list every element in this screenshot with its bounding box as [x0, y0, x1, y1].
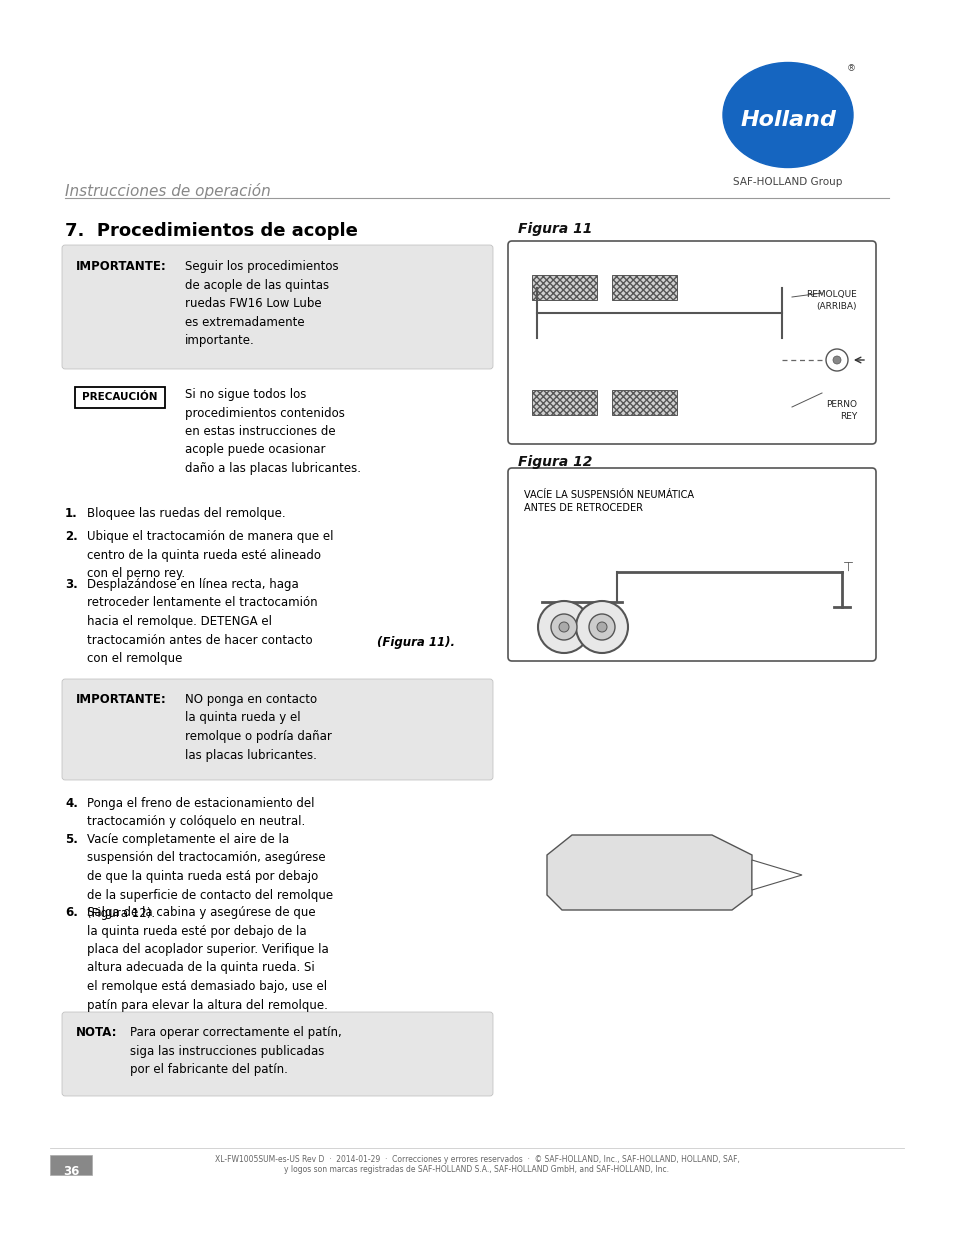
- Text: (Figura 11).: (Figura 11).: [376, 636, 455, 650]
- FancyBboxPatch shape: [62, 245, 493, 369]
- Text: Seguir los procedimientos
de acople de las quintas
ruedas FW16 Low Lube
es extre: Seguir los procedimientos de acople de l…: [185, 261, 338, 347]
- Text: 5.: 5.: [65, 832, 78, 846]
- Bar: [612, 275, 677, 300]
- FancyBboxPatch shape: [507, 468, 875, 661]
- Bar: [532, 390, 597, 415]
- Text: ⊤: ⊤: [841, 561, 853, 573]
- Text: Desplazándose en línea recta, haga
retroceder lentamente el tractocamión
hacia e: Desplazándose en línea recta, haga retro…: [87, 578, 317, 664]
- Text: Holland: Holland: [740, 110, 835, 130]
- Text: Para operar correctamente el patín,
siga las instrucciones publicadas
por el fab: Para operar correctamente el patín, siga…: [130, 1026, 341, 1076]
- Polygon shape: [546, 835, 751, 910]
- Text: SAF-HOLLAND Group: SAF-HOLLAND Group: [733, 177, 841, 186]
- Text: ®: ®: [845, 64, 855, 74]
- Text: Salga de la cabina y asegúrese de que
la quinta rueda esté por debajo de la
plac: Salga de la cabina y asegúrese de que la…: [87, 906, 329, 1011]
- Polygon shape: [751, 860, 801, 890]
- Text: Figura 11: Figura 11: [517, 222, 592, 236]
- Bar: [612, 390, 677, 415]
- Bar: [50, 1155, 91, 1174]
- Text: 3.: 3.: [65, 578, 77, 592]
- Text: Ponga el freno de estacionamiento del
tractocamión y colóquelo en neutral.: Ponga el freno de estacionamiento del tr…: [87, 797, 314, 829]
- Text: Ubique el tractocamión de manera que el
centro de la quinta rueda esté alineado
: Ubique el tractocamión de manera que el …: [87, 530, 334, 580]
- Ellipse shape: [722, 63, 852, 168]
- Text: Instrucciones de operación: Instrucciones de operación: [65, 183, 271, 199]
- FancyBboxPatch shape: [62, 1011, 493, 1095]
- Text: XL-FW1005SUM-es-US Rev D  ·  2014-01-29  ·  Correcciones y errores reservados  ·: XL-FW1005SUM-es-US Rev D · 2014-01-29 · …: [214, 1155, 739, 1165]
- Text: Figura 12: Figura 12: [517, 454, 592, 469]
- Text: VACÍE LA SUSPENSIÓN NEUMÁTICA
ANTES DE RETROCEDER: VACÍE LA SUSPENSIÓN NEUMÁTICA ANTES DE R…: [523, 490, 693, 514]
- FancyBboxPatch shape: [75, 387, 165, 408]
- Text: 4.: 4.: [65, 797, 78, 810]
- Circle shape: [825, 350, 847, 370]
- Text: 36: 36: [63, 1165, 79, 1178]
- Text: Si no sigue todos los
procedimientos contenidos
en estas instrucciones de
acople: Si no sigue todos los procedimientos con…: [185, 388, 360, 475]
- Circle shape: [558, 622, 568, 632]
- FancyBboxPatch shape: [62, 679, 493, 781]
- Circle shape: [551, 614, 577, 640]
- FancyBboxPatch shape: [507, 241, 875, 445]
- Text: PERNO
REY: PERNO REY: [825, 400, 856, 421]
- Circle shape: [576, 601, 627, 653]
- Text: NO ponga en contacto
la quinta rueda y el
remolque o podría dañar
las placas lub: NO ponga en contacto la quinta rueda y e…: [185, 693, 332, 762]
- Circle shape: [537, 601, 589, 653]
- Text: 1.: 1.: [65, 508, 77, 520]
- Text: PRECAUCIÓN: PRECAUCIÓN: [82, 391, 157, 403]
- Circle shape: [597, 622, 606, 632]
- Text: 6.: 6.: [65, 906, 78, 919]
- Text: Vacíe completamente el aire de la
suspensión del tractocamión, asegúrese
de que : Vacíe completamente el aire de la suspen…: [87, 832, 333, 920]
- Text: Bloquee las ruedas del remolque.: Bloquee las ruedas del remolque.: [87, 508, 285, 520]
- Bar: [532, 275, 597, 300]
- Text: IMPORTANTE:: IMPORTANTE:: [76, 693, 167, 706]
- Circle shape: [588, 614, 615, 640]
- Text: NOTA:: NOTA:: [76, 1026, 117, 1039]
- Text: 7.  Procedimientos de acople: 7. Procedimientos de acople: [65, 222, 357, 240]
- Text: IMPORTANTE:: IMPORTANTE:: [76, 261, 167, 273]
- Text: 2.: 2.: [65, 530, 77, 543]
- Circle shape: [832, 356, 841, 364]
- Text: y logos son marcas registradas de SAF-HOLLAND S.A., SAF-HOLLAND GmbH, and SAF-HO: y logos son marcas registradas de SAF-HO…: [284, 1165, 669, 1174]
- Text: REMOLQUE
(ARRIBA): REMOLQUE (ARRIBA): [805, 290, 856, 311]
